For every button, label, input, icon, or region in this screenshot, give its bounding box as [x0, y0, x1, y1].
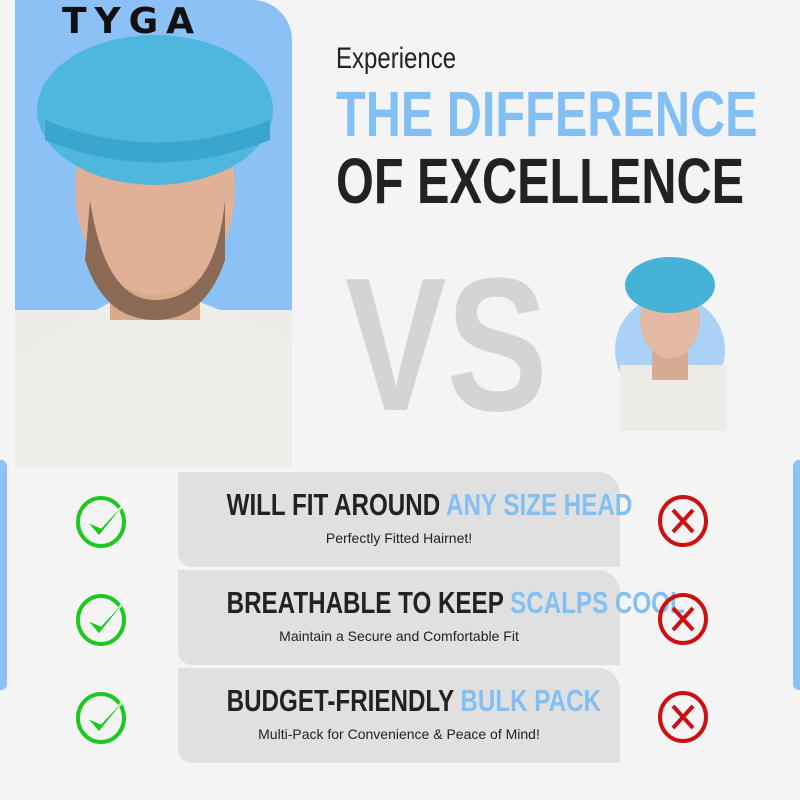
- product-photo-panel: [15, 0, 292, 467]
- feature-subtitle: Maintain a Secure and Comfortable Fit: [279, 628, 519, 645]
- feature-subtitle: Perfectly Fitted Hairnet!: [325, 530, 473, 547]
- feature-title: BREATHABLE TO KEEP SCALPS COOL: [226, 585, 685, 620]
- check-icon: [76, 593, 132, 646]
- x-icon: [658, 691, 708, 743]
- headline-line-1: THE DIFFERENCE: [336, 78, 758, 150]
- check-icon: [76, 691, 132, 744]
- x-icon: [658, 593, 708, 645]
- man-wearing-hairnet-image: [15, 35, 292, 467]
- brand-logo: TYGA: [62, 1, 203, 42]
- headline-intro: Experience: [336, 42, 457, 75]
- left-accent-bar: [0, 460, 7, 690]
- feature-row-budget: BUDGET-FRIENDLY BULK PACK Multi-Pack for…: [178, 668, 620, 763]
- competitor-photo: [615, 257, 727, 431]
- feature-row-fit: WILL FIT AROUND ANY SIZE HEAD Perfectly …: [178, 472, 633, 567]
- right-accent-bar: [793, 460, 800, 690]
- feature-row-breathable: BREATHABLE TO KEEP SCALPS COOL Maintain …: [178, 570, 685, 665]
- feature-title: WILL FIT AROUND ANY SIZE HEAD: [226, 487, 633, 522]
- check-icon: [76, 495, 132, 548]
- headline-line-2: OF EXCELLENCE: [336, 145, 745, 217]
- feature-title: BUDGET-FRIENDLY BULK PACK: [226, 683, 602, 718]
- versus-text: VS: [345, 239, 548, 451]
- x-icon: [658, 495, 708, 547]
- feature-subtitle: Multi-Pack for Convenience & Peace of Mi…: [258, 726, 540, 743]
